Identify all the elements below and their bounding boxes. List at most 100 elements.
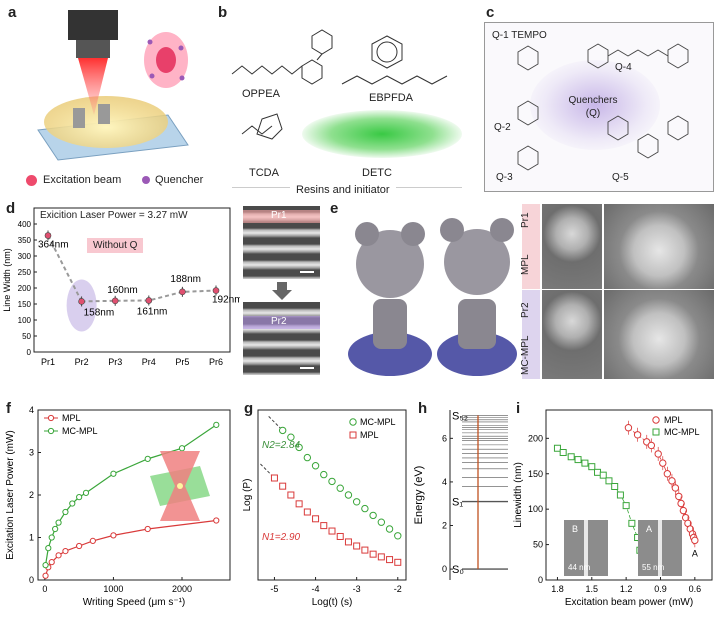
h-ytick-label: 4 (442, 477, 447, 487)
excitation-beam-marker (26, 174, 37, 186)
i-point-square (622, 502, 630, 510)
g-point-circle (369, 511, 377, 520)
i-xtick-label: 1.8 (551, 584, 564, 594)
d-ytick-label: 250 (18, 268, 32, 277)
f-ytick-label: 4 (29, 405, 34, 415)
f-point (62, 548, 69, 555)
g-point-square (377, 553, 385, 561)
d-trend-dashed (47, 235, 83, 302)
d-point (44, 232, 52, 239)
i-xlabel: Excitation beam power (mW) (565, 597, 693, 608)
quencher-label-q3: Q-3 (496, 172, 513, 183)
i-point-circle (663, 470, 672, 478)
i-legend-marker (652, 416, 660, 424)
i-xtick-label: 1.2 (620, 584, 633, 594)
f-point (213, 421, 220, 428)
molecule-label-tcda: TCDA (249, 167, 279, 179)
d-point (78, 298, 85, 305)
d-value-label: 188nm (170, 274, 201, 285)
f-xlabel: Writing Speed (μm s⁻¹) (83, 597, 186, 608)
f-point (55, 519, 62, 526)
i-xtick-label: 0.9 (654, 584, 667, 594)
g-point-circle (278, 426, 287, 435)
i-ytick-label: 200 (528, 433, 543, 443)
i-point-circle (668, 477, 676, 485)
f-point (76, 494, 83, 501)
sem-mcmpl-zoom (604, 290, 714, 379)
i-sem-line (584, 520, 588, 576)
quencher-label-q1: Q-1 TEMPO (492, 30, 547, 41)
sem-pr2: Pr2 (243, 302, 320, 375)
i-inset-label: A (646, 524, 652, 534)
f-point (82, 489, 90, 496)
panel-label-f: f (6, 400, 11, 417)
quencher-marker (142, 176, 150, 184)
panel-a-illustration (37, 10, 189, 161)
h-ytick-label: 2 (442, 521, 447, 531)
i-point-square (574, 456, 582, 464)
panel-label-e: e (330, 200, 339, 217)
g-point-circle (336, 484, 344, 492)
f-xtick-label: 0 (42, 584, 47, 594)
d-ytick-label: 300 (18, 252, 32, 261)
f-ytick-label: 0 (29, 575, 34, 585)
g-point-square (369, 550, 377, 558)
panel-label-d: d (6, 200, 16, 217)
d-xtick-label: Pr2 (75, 357, 89, 367)
f-point (213, 517, 220, 524)
g-point-circle (303, 453, 312, 462)
g-legend-marker (349, 431, 357, 439)
g-point-square (353, 542, 361, 550)
i-point-circle (647, 441, 656, 450)
g-legend-marker (349, 418, 357, 426)
f-point (144, 455, 151, 462)
row-label-mc-mpl (522, 290, 540, 379)
sem-mpl-zoom (604, 204, 714, 289)
d-ytick-label: 200 (18, 284, 32, 293)
f-point (110, 470, 117, 477)
i-point-circle (691, 536, 699, 545)
g-point-circle (394, 532, 402, 540)
d-xtick-label: Pr3 (108, 357, 122, 367)
i-point-square (559, 449, 567, 456)
down-arrow-icon (272, 282, 292, 300)
d-ytick-label: 150 (18, 300, 32, 309)
f-ytick-label: 2 (29, 490, 34, 500)
d-ytick-label: 400 (18, 220, 32, 229)
i-axes-frame (545, 409, 713, 581)
figurine-render-1 (348, 222, 432, 376)
i-point-square (567, 453, 575, 461)
g-point-square (270, 474, 278, 482)
f-point (69, 500, 76, 507)
panel-label-g: g (244, 400, 254, 417)
legend-excitation-beam: Excitation beam (26, 174, 121, 186)
d-xtick-label: Pr1 (41, 357, 55, 367)
i-point-circle (624, 424, 633, 432)
f-point (62, 508, 69, 516)
h-level-s1: S₁ (452, 497, 463, 509)
panel-label-c: c (486, 4, 495, 21)
i-point-circle (671, 484, 680, 492)
g-point-circle (352, 498, 361, 506)
g-legend-label: MC-MPL (360, 417, 396, 427)
row-text-pr2: Pr2 (520, 302, 531, 318)
g-axes-frame (257, 409, 407, 581)
i-point-square (628, 519, 636, 527)
g-point-square (361, 546, 369, 554)
row-text-mc-mpl: MC-MPL (520, 335, 531, 375)
i-legend-label: MC-MPL (664, 427, 700, 437)
f-ytick-label: 3 (29, 448, 34, 458)
h-ylabel: Energy (eV) (413, 466, 425, 525)
g-point-square (394, 558, 402, 566)
i-point-circle (679, 506, 688, 515)
g-point-square (336, 532, 344, 540)
i-ytick-label: 0 (538, 575, 543, 585)
row-text-pr1: Pr1 (520, 212, 531, 228)
i-point-square (553, 444, 561, 452)
f-point (144, 525, 151, 533)
without-q-label: Without Q (87, 238, 144, 253)
sem-pr1-label: Pr1 (271, 210, 287, 221)
sem-pr2-label: Pr2 (271, 316, 287, 327)
f-legend-label: MPL (62, 413, 81, 423)
f-point (89, 537, 96, 544)
